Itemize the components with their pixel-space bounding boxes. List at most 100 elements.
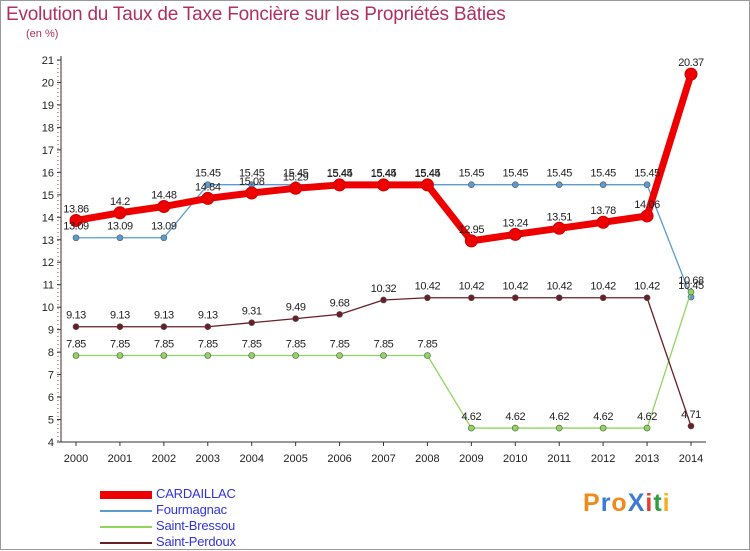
data-point-saint-bressou: [424, 352, 431, 359]
data-label-saint-bressou: 7.85: [374, 338, 394, 350]
legend-swatch: [100, 491, 152, 499]
x-tick-label: 2001: [108, 453, 132, 465]
data-point-fourmagnac: [72, 234, 80, 242]
data-label-saint-bressou: 7.85: [330, 338, 350, 350]
data-label-cardaillac: 13.78: [590, 205, 616, 217]
data-label-fourmagnac: 15.45: [283, 168, 309, 180]
data-point-fourmagnac: [599, 181, 607, 189]
data-point-saint-perdoux: [599, 294, 607, 302]
data-point-cardaillac: [377, 178, 390, 192]
y-tick-label: 5: [48, 415, 54, 427]
y-tick-label: 11: [43, 280, 54, 292]
y-tick-label: 20: [42, 77, 54, 89]
data-point-cardaillac: [289, 181, 303, 195]
y-tick-label: 21: [42, 55, 54, 67]
y-tick-label: 19: [42, 100, 54, 112]
data-point-saint-bressou: [555, 424, 563, 432]
x-tick-label: 2003: [196, 453, 220, 465]
data-label-cardaillac: 15.29: [283, 171, 309, 183]
x-tick-label: 2009: [459, 453, 483, 465]
data-label-saint-bressou: 7.85: [154, 338, 174, 350]
data-point-saint-perdoux: [292, 315, 299, 322]
data-label-fourmagnac: 15.45: [371, 168, 397, 180]
data-label-fourmagnac: 15.45: [546, 168, 572, 180]
data-label-fourmagnac: 15.45: [590, 168, 616, 180]
data-point-fourmagnac: [204, 181, 212, 189]
data-label-fourmagnac: 13.09: [107, 221, 133, 233]
data-point-cardaillac: [333, 178, 347, 192]
data-label-fourmagnac: 10.45: [678, 280, 704, 292]
logo-letter: i: [645, 489, 654, 517]
series-cardaillac: [69, 67, 698, 248]
y-tick-label: 12: [42, 257, 54, 269]
data-point-cardaillac: [684, 67, 698, 81]
data-point-fourmagnac: [555, 181, 563, 189]
data-label-fourmagnac: 15.45: [634, 168, 660, 180]
data-label-saint-bressou: 4.62: [505, 411, 525, 423]
legend-swatch: [100, 510, 152, 512]
legend-swatch: [100, 526, 152, 528]
data-point-saint-perdoux: [424, 294, 431, 302]
data-label-saint-bressou: 7.85: [286, 338, 306, 350]
x-tick-label: 2011: [547, 453, 571, 465]
data-point-saint-bressou: [643, 424, 651, 432]
legend-label: Fourmagnac: [156, 502, 227, 517]
data-label-saint-perdoux: 9.13: [154, 310, 174, 322]
x-tick-label: 2000: [64, 453, 88, 465]
data-point-saint-bressou: [687, 288, 695, 296]
chart-title: Evolution du Taux de Taxe Foncière sur l…: [6, 4, 506, 25]
y-axis-unit-label: (en %): [26, 28, 59, 40]
data-label-saint-perdoux: 9.31: [242, 306, 262, 318]
data-label-saint-bressou: 4.62: [549, 411, 569, 423]
legend-label: CARDAILLAC: [156, 486, 236, 501]
data-label-saint-perdoux: 4.71: [681, 409, 701, 421]
series-lines: [69, 67, 698, 432]
data-point-cardaillac: [157, 200, 171, 214]
data-label-cardaillac: 13.51: [546, 211, 572, 223]
axes: 4 5 6 7 8 9 10 11 12 13 14 15 16 17 18 19 20 21 2000 2001 20…: [42, 55, 706, 465]
y-tick-label: 4: [48, 437, 54, 449]
data-point-saint-perdoux: [72, 323, 80, 331]
data-label-saint-perdoux: 9.13: [66, 310, 86, 322]
data-point-saint-perdoux: [160, 323, 168, 331]
data-label-saint-perdoux: 9.49: [286, 302, 306, 314]
logo-letter: o: [611, 489, 628, 517]
data-label-fourmagnac: 15.45: [459, 168, 485, 180]
data-point-cardaillac: [420, 178, 434, 192]
x-tick-label: 2005: [283, 453, 307, 465]
data-label-fourmagnac: 15.45: [327, 168, 353, 180]
x-tick-label: 2008: [415, 453, 439, 465]
data-point-saint-perdoux: [204, 323, 212, 331]
x-tick-label: 2014: [679, 453, 703, 465]
data-label-cardaillac: 14.2: [110, 196, 130, 208]
data-point-cardaillac: [508, 227, 522, 241]
series-saint-perdoux: [72, 294, 695, 430]
data-label-cardaillac: 14.84: [195, 181, 221, 193]
data-label-saint-perdoux: 9.13: [198, 310, 218, 322]
data-point-saint-bressou: [160, 352, 168, 359]
logo-letter: X: [627, 489, 646, 517]
data-label-saint-bressou: 7.85: [110, 338, 130, 350]
y-tick-label: 15: [42, 190, 54, 202]
data-label-cardaillac: 15.08: [239, 176, 265, 188]
data-label-saint-bressou: 7.85: [418, 338, 438, 350]
data-point-saint-perdoux: [116, 323, 124, 331]
data-label-cardaillac: 13.86: [63, 203, 89, 215]
y-tick-label: 17: [42, 145, 54, 157]
x-tick-label: 2002: [152, 453, 176, 465]
data-point-saint-perdoux: [643, 294, 651, 302]
data-label-fourmagnac: 13.09: [151, 221, 177, 233]
y-tick-label: 14: [42, 212, 54, 224]
data-label-saint-bressou: 7.85: [66, 338, 86, 350]
data-point-cardaillac: [245, 186, 259, 200]
data-point-fourmagnac: [116, 234, 124, 242]
data-point-cardaillac: [113, 206, 127, 220]
data-point-saint-bressou: [336, 352, 343, 359]
data-point-saint-perdoux: [380, 296, 387, 304]
data-label-cardaillac: 15.44: [371, 168, 397, 180]
data-label-saint-bressou: 4.62: [637, 411, 657, 423]
data-point-fourmagnac: [468, 181, 475, 189]
data-label-cardaillac: 14.06: [634, 199, 660, 211]
